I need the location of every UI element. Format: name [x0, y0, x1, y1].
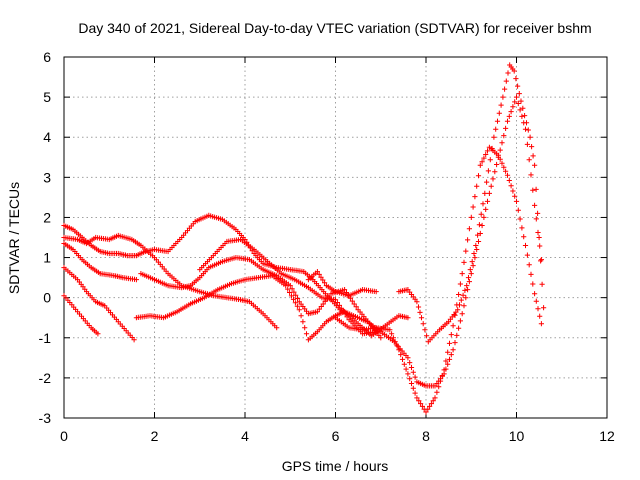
x-axis-label: GPS time / hours: [282, 458, 389, 474]
y-tick-label: 3: [43, 169, 51, 185]
data-markers: [332, 144, 544, 415]
data-markers: [305, 269, 379, 299]
data-series: [61, 62, 547, 415]
x-tick-label: 10: [509, 428, 525, 444]
x-tick-labels: 0 2 4 6 8 10 12: [60, 428, 615, 444]
y-tick-label: 6: [43, 49, 51, 65]
grid: [64, 57, 607, 418]
y-tick-label: 4: [43, 129, 51, 145]
y-tick-label: 1: [43, 250, 51, 266]
y-tick-labels: -3 -2 -1 0 1 2 3 4 5 6: [39, 49, 52, 426]
series-arc10: [396, 62, 547, 345]
x-tick-label: 6: [332, 428, 340, 444]
series-arc3: [61, 240, 139, 283]
data-markers: [61, 240, 139, 283]
data-markers: [61, 293, 101, 337]
x-tick-label: 0: [60, 428, 68, 444]
y-tick-label: 2: [43, 209, 51, 225]
tick-marks: [63, 56, 608, 419]
x-tick-label: 4: [241, 428, 249, 444]
chart-title: Day 340 of 2021, Sidereal Day-to-day VTE…: [78, 20, 591, 36]
series-arc11: [332, 144, 544, 415]
y-tick-label: -2: [39, 370, 52, 386]
y-tick-label: 5: [43, 89, 51, 105]
data-markers: [61, 265, 137, 343]
x-tick-label: 12: [599, 428, 615, 444]
series-arc9: [305, 269, 379, 299]
data-markers: [396, 62, 547, 345]
data-markers: [133, 273, 411, 343]
y-tick-label: -1: [39, 330, 52, 346]
y-tick-label: 0: [43, 290, 51, 306]
series-arc6: [133, 273, 411, 343]
series-arc2: [61, 265, 137, 343]
x-tick-label: 2: [151, 428, 159, 444]
y-tick-label: -3: [39, 410, 52, 426]
x-tick-label: 8: [422, 428, 430, 444]
y-axis-label: SDTVAR / TECUs: [6, 182, 22, 294]
series-arc1: [61, 293, 101, 337]
